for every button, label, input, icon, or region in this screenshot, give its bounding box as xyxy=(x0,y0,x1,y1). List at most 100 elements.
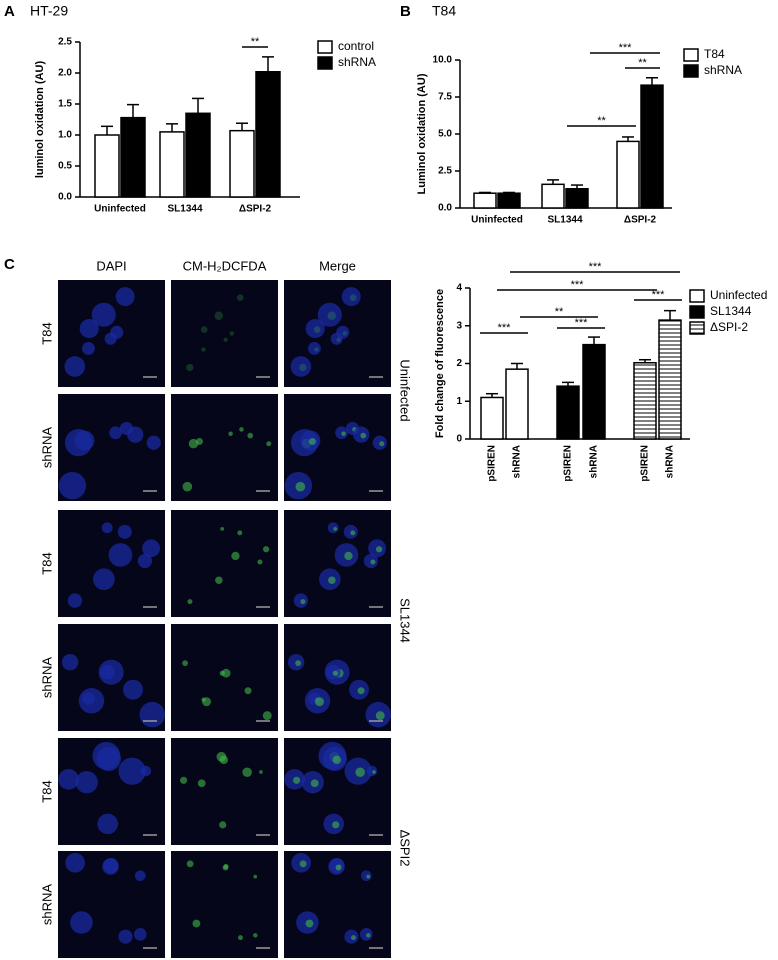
nucleus xyxy=(118,929,133,944)
ros-signal xyxy=(336,337,341,342)
ros-signal xyxy=(229,331,235,336)
nucleus xyxy=(110,325,124,339)
y-axis-label: Luminol oxidation (AU) xyxy=(416,73,428,194)
legend-label: SL1344 xyxy=(710,304,752,318)
legend-label: shRNA xyxy=(704,63,742,77)
x-tick-label: SL1344 xyxy=(547,215,582,226)
ros-signal xyxy=(257,559,263,565)
bar xyxy=(497,192,521,209)
y-tick-label: 4 xyxy=(456,283,462,294)
bar xyxy=(541,183,565,209)
nucleus xyxy=(101,522,113,534)
ros-signal xyxy=(305,919,314,928)
nucleus xyxy=(61,653,79,671)
nucleus xyxy=(97,813,118,835)
bar xyxy=(616,140,640,209)
panel-letter: A xyxy=(4,3,15,20)
significance-label: *** xyxy=(498,322,512,334)
ros-signal xyxy=(253,874,258,879)
nucleus xyxy=(317,302,342,327)
ros-signal xyxy=(293,776,301,784)
bar xyxy=(505,368,529,440)
ros-signal xyxy=(299,860,307,868)
legend-label: control xyxy=(338,39,374,53)
ros-signal xyxy=(237,935,243,941)
nucleus xyxy=(108,543,133,567)
group-label: SL1344 xyxy=(398,598,413,643)
ros-signal xyxy=(247,432,254,439)
ros-signal xyxy=(308,437,316,445)
legend-label: ΔSPI-2 xyxy=(710,320,748,334)
y-tick-label: 1 xyxy=(456,396,462,407)
group-label: ΔSPI2 xyxy=(398,830,413,867)
nucleus xyxy=(70,911,93,934)
nucleus xyxy=(102,858,119,875)
x-tick-label: SL1344 xyxy=(167,204,202,215)
nucleus xyxy=(341,287,361,307)
chart-title: HT-29 xyxy=(30,3,68,19)
ros-signal xyxy=(349,294,357,301)
ros-signal xyxy=(332,821,340,829)
ros-signal xyxy=(228,431,233,436)
bar xyxy=(565,188,589,209)
nucleus xyxy=(109,426,122,440)
bar xyxy=(640,84,664,209)
x-tick-label: ΔSPI-2 xyxy=(239,204,272,215)
ros-signal xyxy=(350,530,356,536)
y-tick-label: 0 xyxy=(456,434,462,445)
nucleus xyxy=(139,701,165,728)
bar xyxy=(94,134,120,198)
ros-signal xyxy=(214,311,223,320)
nucleus xyxy=(91,302,116,327)
x-tick-label: pSIREN xyxy=(487,445,498,482)
y-tick-label: 2.5 xyxy=(58,37,72,48)
nucleus xyxy=(140,765,152,777)
nucleus xyxy=(336,325,350,339)
ros-signal xyxy=(335,864,342,871)
y-axis-label: luminol oxidation (AU) xyxy=(34,61,46,179)
ros-signal xyxy=(187,599,193,605)
ros-signal xyxy=(219,755,229,765)
nucleus xyxy=(79,319,99,339)
ros-signal xyxy=(220,526,225,531)
x-tick-label: ΔSPI-2 xyxy=(624,215,657,226)
ros-signal xyxy=(332,670,338,676)
ros-signal xyxy=(313,326,321,333)
bar xyxy=(658,319,682,440)
legend-label: shRNA xyxy=(338,55,376,69)
legend-swatch xyxy=(317,40,333,54)
group-label: Uninfected xyxy=(398,359,413,421)
nucleus xyxy=(134,870,146,882)
ros-signal xyxy=(237,530,243,536)
legend-swatch xyxy=(683,64,699,78)
nucleus xyxy=(93,568,115,591)
ros-signal xyxy=(342,331,348,336)
ros-signal xyxy=(332,755,342,765)
ros-signal xyxy=(188,438,199,449)
nucleus xyxy=(65,852,85,873)
bar xyxy=(556,385,580,440)
panel-letter: B xyxy=(400,3,411,20)
row-label: T84 xyxy=(39,322,54,344)
row-label: T84 xyxy=(39,780,54,802)
y-axis-label: Fold change of fluorescence xyxy=(434,289,446,438)
ros-signal xyxy=(299,363,307,372)
bar xyxy=(120,116,146,198)
ros-signal xyxy=(262,711,272,721)
ros-signal xyxy=(236,294,244,301)
bar xyxy=(582,343,606,440)
y-tick-label: 2 xyxy=(456,358,462,369)
nucleus xyxy=(58,769,79,790)
ros-signal xyxy=(201,347,206,352)
nucleus xyxy=(115,287,135,307)
legend-swatch xyxy=(689,305,705,319)
ros-signal xyxy=(223,337,228,342)
significance-label: *** xyxy=(575,317,589,329)
y-tick-label: 3 xyxy=(456,320,462,331)
ros-signal xyxy=(295,660,301,667)
panel-letter: C xyxy=(4,256,15,273)
ros-signal xyxy=(215,576,223,585)
row-label: shRNA xyxy=(39,427,54,469)
ros-signal xyxy=(219,670,225,676)
nucleus xyxy=(75,771,98,794)
